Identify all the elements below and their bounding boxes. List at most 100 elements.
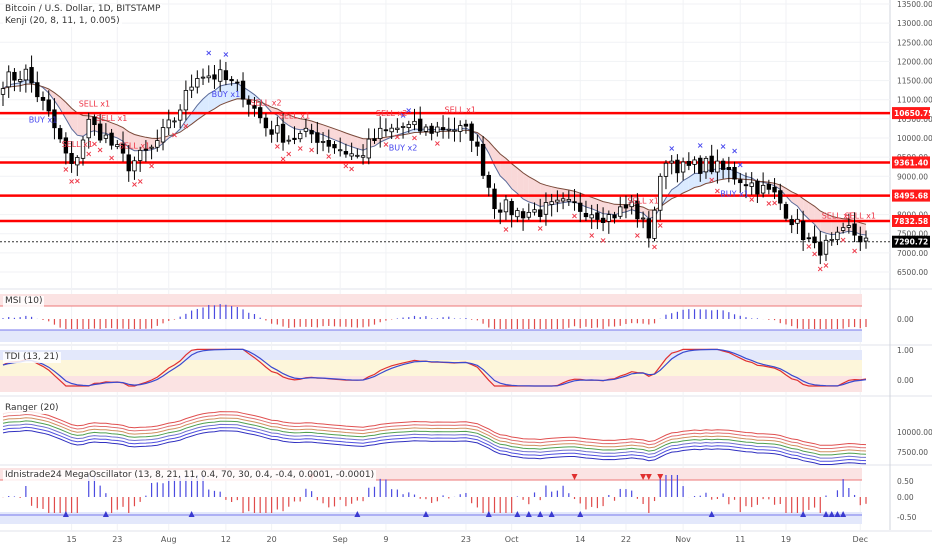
candle[interactable] — [646, 211, 651, 248]
candle[interactable] — [703, 156, 709, 179]
candle[interactable] — [109, 128, 114, 150]
candle[interactable] — [429, 123, 434, 141]
candle[interactable] — [458, 120, 463, 143]
candle[interactable] — [480, 136, 486, 180]
candle[interactable] — [572, 189, 577, 211]
candle[interactable] — [795, 208, 800, 234]
candle[interactable] — [738, 173, 743, 193]
candle[interactable] — [549, 193, 554, 217]
candle[interactable] — [852, 212, 857, 243]
candle[interactable] — [818, 231, 823, 265]
candle[interactable] — [6, 65, 11, 98]
candle[interactable] — [126, 145, 131, 182]
candle[interactable] — [435, 121, 440, 137]
candle[interactable] — [378, 116, 383, 148]
ranger-band-line[interactable] — [2, 426, 867, 462]
candle[interactable] — [218, 59, 223, 92]
candle[interactable] — [63, 132, 69, 165]
candle[interactable] — [395, 118, 400, 133]
candle[interactable] — [315, 121, 320, 155]
candle[interactable] — [252, 97, 257, 117]
candle[interactable] — [743, 172, 749, 199]
candle[interactable] — [372, 128, 377, 144]
candle[interactable] — [200, 68, 206, 85]
candle[interactable] — [440, 115, 446, 139]
candle[interactable] — [40, 91, 46, 111]
candle[interactable] — [475, 134, 480, 156]
candle[interactable] — [178, 104, 183, 129]
candle[interactable] — [286, 135, 291, 145]
candle[interactable] — [97, 114, 103, 143]
candle[interactable] — [578, 192, 583, 223]
candle[interactable] — [332, 141, 337, 154]
candle[interactable] — [195, 70, 200, 94]
candle[interactable] — [749, 172, 754, 195]
candle[interactable] — [503, 195, 509, 221]
ranger-band-line[interactable] — [2, 413, 867, 449]
candle[interactable] — [86, 112, 91, 149]
candle[interactable] — [103, 123, 109, 144]
candle[interactable] — [343, 143, 349, 158]
candle[interactable] — [269, 120, 274, 143]
candle[interactable] — [692, 156, 697, 174]
candle[interactable] — [658, 173, 663, 221]
candle[interactable] — [446, 117, 451, 139]
candle[interactable] — [349, 142, 354, 160]
candle[interactable] — [326, 129, 331, 153]
candle[interactable] — [600, 207, 606, 232]
candle[interactable] — [509, 198, 514, 228]
candle[interactable] — [120, 131, 126, 162]
candle[interactable] — [298, 130, 303, 143]
candle[interactable] — [823, 234, 829, 262]
candle[interactable] — [595, 204, 600, 230]
candle[interactable] — [492, 183, 497, 219]
candle[interactable] — [698, 155, 703, 182]
candle[interactable] — [469, 121, 474, 153]
candle[interactable] — [755, 178, 760, 203]
candle[interactable] — [406, 120, 411, 133]
candle[interactable] — [57, 124, 63, 143]
candle[interactable] — [172, 117, 177, 128]
candle[interactable] — [520, 208, 526, 231]
candle[interactable] — [160, 118, 166, 151]
candle[interactable] — [132, 156, 137, 180]
candle[interactable] — [309, 123, 314, 144]
candle[interactable] — [669, 155, 674, 175]
candle[interactable] — [360, 144, 366, 165]
ranger-band-line[interactable] — [2, 410, 867, 446]
ranger-band-line[interactable] — [2, 417, 867, 453]
candle[interactable] — [212, 64, 217, 89]
candle[interactable] — [189, 74, 194, 99]
candle[interactable] — [663, 160, 669, 190]
candle[interactable] — [835, 226, 840, 246]
candle[interactable] — [629, 195, 634, 215]
candle[interactable] — [560, 192, 566, 210]
candle[interactable] — [538, 198, 543, 223]
candle[interactable] — [800, 210, 806, 251]
candle[interactable] — [389, 123, 394, 139]
candle[interactable] — [23, 64, 29, 93]
kenji-slow-line[interactable] — [2, 83, 867, 225]
candle[interactable] — [732, 161, 737, 185]
candle[interactable] — [366, 128, 371, 165]
candle[interactable] — [155, 129, 160, 152]
candle[interactable] — [92, 114, 97, 136]
candle[interactable] — [46, 90, 51, 117]
candle[interactable] — [566, 190, 571, 206]
candle[interactable] — [806, 232, 812, 242]
candle[interactable] — [223, 61, 229, 86]
candle[interactable] — [840, 222, 846, 234]
candle[interactable] — [52, 98, 57, 140]
candle[interactable] — [543, 192, 549, 226]
candle[interactable] — [675, 154, 680, 183]
ranger-band-line[interactable] — [2, 423, 867, 459]
candle[interactable] — [400, 122, 406, 139]
candle[interactable] — [418, 106, 423, 135]
candle[interactable] — [166, 109, 171, 136]
candle[interactable] — [623, 195, 629, 219]
candle[interactable] — [258, 102, 263, 124]
candle[interactable] — [635, 193, 640, 228]
candle[interactable] — [589, 204, 594, 229]
candle[interactable] — [115, 140, 120, 150]
